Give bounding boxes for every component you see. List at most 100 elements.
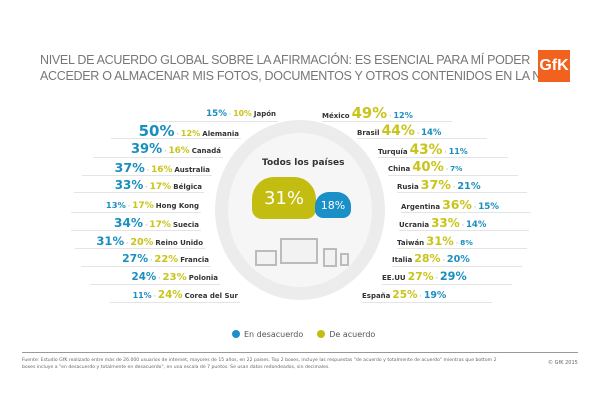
country-name: Polonia	[188, 274, 218, 282]
row-line	[392, 266, 522, 267]
country-row: 33% · 17% Bélgica	[115, 177, 204, 193]
row-line	[357, 138, 487, 139]
separator: ·	[445, 166, 449, 173]
country-row: 11% · 24% Corea del Sur	[133, 287, 240, 303]
country-name: Turquía	[378, 148, 408, 156]
agree-value: 28%	[414, 252, 441, 265]
agree-value: 20%	[130, 237, 154, 248]
agree-value: 17%	[132, 201, 154, 211]
copyright: © GfK 2015	[548, 360, 578, 366]
all-agree-value: 31%	[263, 187, 304, 209]
country-name: Argentina	[401, 203, 441, 211]
country-name: EE.UU	[382, 274, 406, 282]
country-name: Alemania	[202, 130, 239, 138]
agree-value: 40%	[412, 160, 444, 175]
separator: ·	[126, 240, 129, 247]
country-name: Brasil	[357, 129, 380, 137]
row-line	[110, 302, 240, 303]
country-name: Hong Kong	[155, 202, 199, 210]
footer-note: Fuente: Estudio GfK realizado entre más …	[22, 358, 497, 370]
separator: ·	[455, 240, 459, 247]
agree-value: 17%	[149, 182, 172, 192]
row-line	[362, 302, 492, 303]
disagree-value: 15%	[478, 202, 500, 212]
row-line	[148, 121, 278, 122]
infographic-title: NIVEL DE ACUERDO GLOBAL SOBRE LA AFIRMAC…	[40, 52, 566, 84]
country-name: Canadá	[191, 147, 221, 155]
row-line	[71, 212, 201, 213]
country-name: Corea del Sur	[184, 292, 238, 300]
agree-value: 24%	[157, 289, 183, 301]
separator: ·	[416, 130, 420, 137]
legend-disagree-label: En desacuerdo	[244, 330, 304, 339]
disagree-value: 33%	[114, 178, 144, 192]
agree-value: 25%	[392, 289, 418, 301]
disagree-value: 14%	[421, 128, 442, 138]
disagree-value: 13%	[105, 200, 126, 210]
country-row: Argentina 36% · 15%	[401, 197, 501, 213]
agree-value: 43%	[409, 142, 443, 158]
country-row: México 49% · 12%	[322, 106, 415, 122]
country-name: México	[322, 112, 350, 120]
separator: ·	[452, 184, 456, 191]
country-name: Australia	[174, 166, 210, 174]
disagree-value: 19%	[423, 290, 447, 301]
row-line	[111, 138, 241, 139]
country-row: Rusia 37% · 21%	[397, 177, 483, 193]
separator: ·	[389, 113, 392, 120]
country-name: España	[362, 292, 391, 300]
title-line-2: ACCEDER O ALMACENAR MIS FOTOS, DOCUMENTO…	[40, 69, 566, 83]
agree-value: 22%	[154, 254, 179, 265]
row-line	[90, 284, 220, 285]
row-line	[322, 121, 452, 122]
blue-dot-icon	[232, 330, 240, 338]
disagree-value: 7%	[450, 164, 463, 173]
disagree-value: 31%	[96, 234, 125, 248]
country-name: Italia	[392, 256, 413, 264]
gfk-logo: GfK	[538, 50, 570, 82]
country-row: EE.UU 27% · 29%	[382, 269, 469, 285]
laptop-icon	[255, 250, 277, 266]
separator: ·	[127, 203, 131, 210]
yellow-dot-icon	[317, 330, 326, 338]
disagree-value: 39%	[131, 142, 163, 157]
separator: ·	[146, 167, 150, 174]
row-line	[93, 157, 223, 158]
disagree-cloud: 18%	[315, 192, 351, 218]
separator: ·	[473, 204, 477, 211]
agree-value: 37%	[420, 177, 451, 192]
phone-icon	[340, 253, 349, 266]
separator: ·	[145, 184, 148, 191]
separator: ·	[444, 149, 447, 156]
country-name: Bélgica	[173, 183, 202, 191]
country-row: 31% · 20% Reino Unido	[96, 233, 205, 249]
separator: ·	[158, 275, 161, 282]
country-row: 39% · 16% Canadá	[131, 142, 223, 158]
agree-value: 27%	[407, 270, 434, 283]
country-row: 27% · 22% Francia	[122, 251, 211, 267]
country-name: Francia	[180, 256, 209, 264]
row-line	[75, 248, 205, 249]
row-line	[382, 284, 512, 285]
legend: En desacuerdo De acuerdo	[232, 330, 375, 339]
disagree-value: 50%	[138, 122, 175, 140]
country-name: Rusia	[397, 183, 419, 191]
all-countries-label: Todos los países	[262, 158, 345, 168]
agree-cloud: 31%	[252, 177, 316, 219]
country-row: China 40% · 7%	[388, 160, 464, 176]
country-name: Reino Unido	[155, 239, 203, 247]
row-line	[401, 212, 531, 213]
separator: ·	[176, 131, 179, 138]
agree-value: 44%	[381, 123, 415, 139]
row-line	[397, 248, 527, 249]
country-row: España 25% · 19%	[362, 287, 448, 303]
agree-value: 12%	[180, 128, 201, 138]
country-row: 24% · 23% Polonia	[132, 269, 220, 285]
disagree-value: 29%	[439, 270, 467, 283]
agree-value: 16%	[151, 165, 173, 175]
agree-value: 23%	[162, 272, 187, 283]
disagree-value: 34%	[114, 216, 144, 230]
country-row: 13% · 17% Hong Kong	[106, 197, 201, 213]
disagree-value: 37%	[114, 160, 145, 175]
country-row: 15% · 10% Japón	[206, 106, 278, 122]
